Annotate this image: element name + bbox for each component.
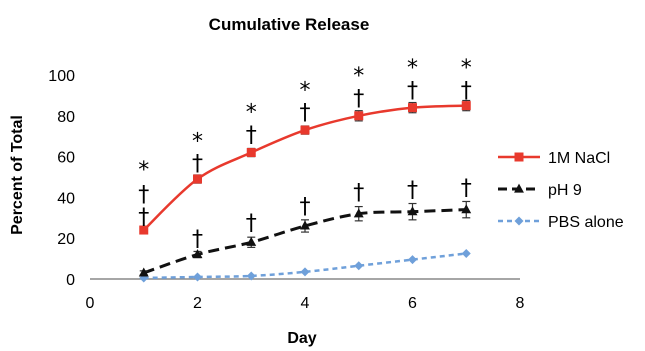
significance-dagger: † <box>461 176 472 201</box>
significance-dagger: † <box>192 152 203 177</box>
significance-dagger: † <box>353 180 364 205</box>
legend-item: 1M NaCl <box>498 150 610 167</box>
significance-dagger: † <box>300 101 311 126</box>
data-point <box>246 236 257 246</box>
data-point <box>193 174 202 184</box>
significance-asterisk: * <box>461 56 472 81</box>
significance-asterisk: * <box>246 101 257 126</box>
y-tick-label: 100 <box>48 68 75 85</box>
data-point <box>300 125 310 135</box>
significance-dagger: † <box>300 195 311 220</box>
x-axis-title: Day <box>287 330 316 347</box>
data-point <box>246 271 256 281</box>
data-point <box>407 206 418 216</box>
x-tick-label: 4 <box>301 295 310 312</box>
significance-dagger: † <box>407 78 418 103</box>
significance-dagger: † <box>246 211 257 236</box>
legend-label: PBS alone <box>548 214 624 231</box>
y-axis-title: Percent of Total <box>9 115 26 235</box>
data-point <box>461 249 471 258</box>
data-point <box>353 208 364 218</box>
significance-dagger: † <box>461 78 472 103</box>
data-point <box>138 267 149 277</box>
significance-dagger: † <box>246 123 257 148</box>
data-point <box>246 148 256 158</box>
significance-dagger: † <box>353 86 364 111</box>
y-tick-label: 60 <box>57 150 75 167</box>
significance-asterisk: * <box>353 64 364 89</box>
series-layer <box>138 99 472 283</box>
legend-item: pH 9 <box>498 182 582 199</box>
legend-marker <box>514 152 524 162</box>
significance-asterisk: * <box>300 78 311 103</box>
data-point <box>461 204 472 214</box>
x-tick-label: 6 <box>408 295 417 312</box>
x-tick-label: 0 <box>86 295 95 312</box>
significance-annotations: ††*††*††*††*††*††*††* <box>138 56 472 252</box>
series-pbs-alone <box>139 249 471 283</box>
data-point <box>408 103 417 113</box>
significance-dagger: † <box>407 178 418 203</box>
x-tick-label: 2 <box>193 295 202 312</box>
legend: 1M NaCl pH 9 PBS alone <box>498 150 624 231</box>
significance-asterisk: * <box>138 158 149 183</box>
x-axis-tick-labels: 0 2 4 6 8 <box>86 295 525 312</box>
legend-marker <box>514 216 524 226</box>
y-tick-label: 80 <box>57 109 75 126</box>
data-point <box>408 255 417 265</box>
legend-item: PBS alone <box>498 214 624 231</box>
y-tick-label: 40 <box>57 190 75 207</box>
significance-asterisk: * <box>407 56 418 81</box>
chart-title: Cumulative Release <box>209 15 370 34</box>
data-point <box>461 101 471 111</box>
data-point <box>300 267 310 277</box>
series-ph-9 <box>138 200 472 277</box>
data-point <box>192 249 203 259</box>
y-tick-label: 0 <box>66 272 75 289</box>
series-1m-nacl <box>139 99 471 235</box>
y-axis-tick-labels: 0 20 40 60 80 100 <box>48 68 75 289</box>
data-point <box>354 261 364 271</box>
data-point <box>193 272 202 282</box>
legend-label: pH 9 <box>548 182 582 199</box>
legend-marker <box>514 183 524 193</box>
data-point <box>354 111 364 121</box>
significance-dagger: † <box>138 205 149 230</box>
data-point <box>300 220 310 230</box>
legend-label: 1M NaCl <box>548 150 610 167</box>
significance-asterisk: * <box>192 129 203 154</box>
data-point <box>139 225 149 235</box>
y-tick-label: 20 <box>57 231 75 248</box>
significance-dagger: † <box>192 227 203 252</box>
significance-dagger: † <box>138 182 149 207</box>
x-tick-label: 8 <box>516 295 525 312</box>
